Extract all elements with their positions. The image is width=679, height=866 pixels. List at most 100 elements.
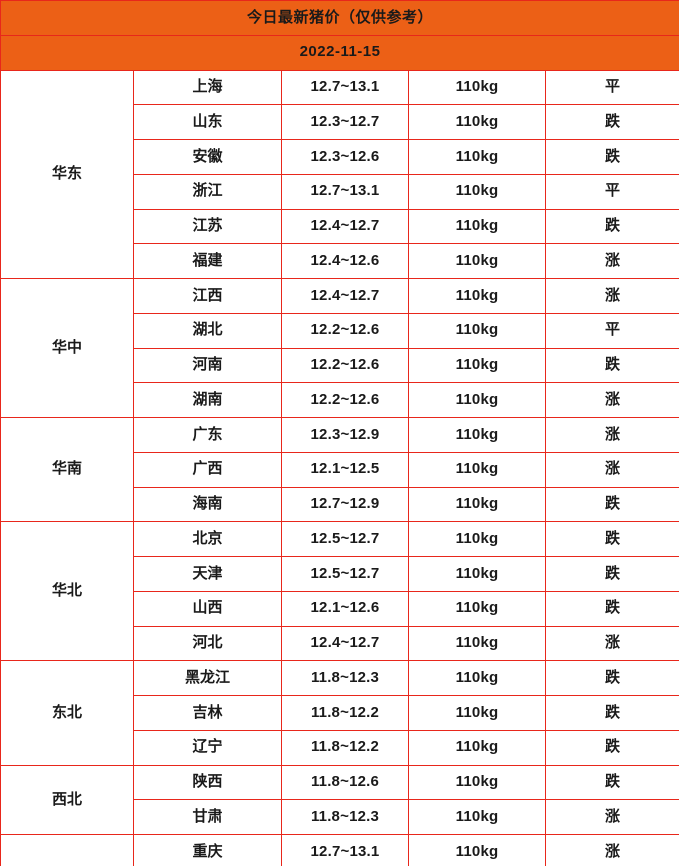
reference-weight: 110kg [408, 764, 546, 801]
table-row: 华北 北京 12.5~12.7 110kg 跌 [0, 521, 679, 662]
price-range: 12.2~12.6 [281, 382, 409, 418]
table-row: 山西 12.1~12.6 110kg 跌 [1, 590, 679, 627]
province-name: 江西 [133, 278, 282, 314]
price-range: 12.4~12.7 [281, 278, 409, 314]
province-name: 山东 [133, 104, 282, 140]
reference-weight: 110kg [408, 834, 546, 866]
table-row: 河北 12.4~12.7 110kg 涨 [1, 625, 679, 662]
province-name: 江苏 [133, 208, 282, 245]
reference-weight: 110kg [408, 243, 546, 279]
price-range: 12.4~12.7 [281, 625, 409, 662]
trend-indicator: 涨 [544, 799, 679, 835]
report-date: 2022-11-15 [0, 34, 679, 71]
table-row: 浙江 12.7~13.1 110kg 平 [1, 173, 679, 210]
table-row: 华东 上海 12.7~13.1 110kg 平 [0, 69, 679, 279]
province-name: 天津 [133, 556, 282, 592]
reference-weight: 110kg [408, 486, 546, 523]
price-range: 12.7~13.1 [281, 834, 409, 866]
price-range: 12.1~12.5 [281, 451, 409, 488]
reference-weight: 110kg [408, 660, 546, 696]
reference-weight: 110kg [408, 173, 546, 210]
trend-indicator: 平 [544, 312, 679, 349]
province-name: 山西 [133, 590, 282, 627]
table-row: 河南 12.2~12.6 110kg 跌 [1, 347, 679, 384]
reference-weight: 110kg [408, 347, 546, 384]
price-range: 12.3~12.6 [281, 139, 409, 175]
price-range: 11.8~12.3 [281, 799, 409, 835]
price-range: 12.4~12.7 [281, 208, 409, 245]
table-row: 吉林 11.8~12.2 110kg 跌 [1, 695, 679, 731]
trend-indicator: 跌 [544, 104, 679, 140]
trend-indicator: 跌 [544, 486, 679, 523]
table-row: 安徽 12.3~12.6 110kg 跌 [1, 139, 679, 175]
trend-indicator: 涨 [544, 625, 679, 662]
province-name: 吉林 [133, 695, 282, 731]
price-range: 11.8~12.3 [281, 660, 409, 696]
reference-weight: 110kg [408, 625, 546, 662]
province-name: 广东 [133, 417, 282, 453]
trend-indicator: 跌 [544, 521, 679, 557]
page-title: 今日最新猪价（仅供参考） [0, 0, 679, 36]
province-name: 北京 [133, 521, 282, 557]
reference-weight: 110kg [408, 799, 546, 835]
price-range: 12.2~12.6 [281, 312, 409, 349]
table-row: 山东 12.3~12.7 110kg 跌 [1, 104, 679, 140]
region-label-西南: 西南 [0, 834, 134, 866]
reference-weight: 110kg [408, 382, 546, 418]
trend-indicator: 涨 [544, 243, 679, 279]
trend-indicator: 跌 [544, 139, 679, 175]
price-range: 11.8~12.2 [281, 695, 409, 731]
reference-weight: 110kg [408, 521, 546, 557]
province-name: 浙江 [133, 173, 282, 210]
province-name: 湖南 [133, 382, 282, 418]
table-row: 东北 黑龙江 11.8~12.3 110kg 跌 [0, 660, 679, 766]
price-range: 12.3~12.7 [281, 104, 409, 140]
reference-weight: 110kg [408, 729, 546, 766]
region-label-华北: 华北 [0, 521, 134, 662]
trend-indicator: 跌 [544, 347, 679, 384]
province-name: 湖北 [133, 312, 282, 349]
trend-indicator: 平 [544, 69, 679, 106]
table-row: 江苏 12.4~12.7 110kg 跌 [1, 208, 679, 245]
table-row: 天津 12.5~12.7 110kg 跌 [1, 556, 679, 592]
table-row: 湖南 12.2~12.6 110kg 涨 [1, 382, 679, 418]
table-row: 福建 12.4~12.6 110kg 涨 [1, 243, 679, 279]
trend-indicator: 涨 [544, 278, 679, 314]
reference-weight: 110kg [408, 104, 546, 140]
table-row: 甘肃 11.8~12.3 110kg 涨 [1, 799, 679, 835]
price-range: 12.7~13.1 [281, 69, 409, 106]
trend-indicator: 平 [544, 173, 679, 210]
trend-indicator: 涨 [544, 382, 679, 418]
province-name: 上海 [133, 69, 282, 106]
reference-weight: 110kg [408, 451, 546, 488]
price-range: 12.2~12.6 [281, 347, 409, 384]
region-label-西北: 西北 [0, 764, 134, 835]
trend-indicator: 跌 [544, 208, 679, 245]
price-range: 11.8~12.6 [281, 764, 409, 801]
trend-indicator: 跌 [544, 729, 679, 766]
reference-weight: 110kg [408, 139, 546, 175]
reference-weight: 110kg [408, 69, 546, 106]
trend-indicator: 跌 [544, 590, 679, 627]
price-range: 11.8~12.2 [281, 729, 409, 766]
trend-indicator: 涨 [544, 451, 679, 488]
reference-weight: 110kg [408, 695, 546, 731]
trend-indicator: 跌 [544, 556, 679, 592]
reference-weight: 110kg [408, 278, 546, 314]
reference-weight: 110kg [408, 312, 546, 349]
reference-weight: 110kg [408, 556, 546, 592]
reference-weight: 110kg [408, 208, 546, 245]
province-name: 陕西 [133, 764, 282, 801]
table-row: 辽宁 11.8~12.2 110kg 跌 [1, 729, 679, 766]
province-name: 甘肃 [133, 799, 282, 835]
table-row: 华南 广东 12.3~12.9 110kg 涨 [0, 416, 679, 523]
trend-indicator: 跌 [544, 660, 679, 696]
region-label-华东: 华东 [0, 69, 134, 279]
trend-indicator: 跌 [544, 695, 679, 731]
reference-weight: 110kg [408, 417, 546, 453]
price-range: 12.7~12.9 [281, 486, 409, 523]
